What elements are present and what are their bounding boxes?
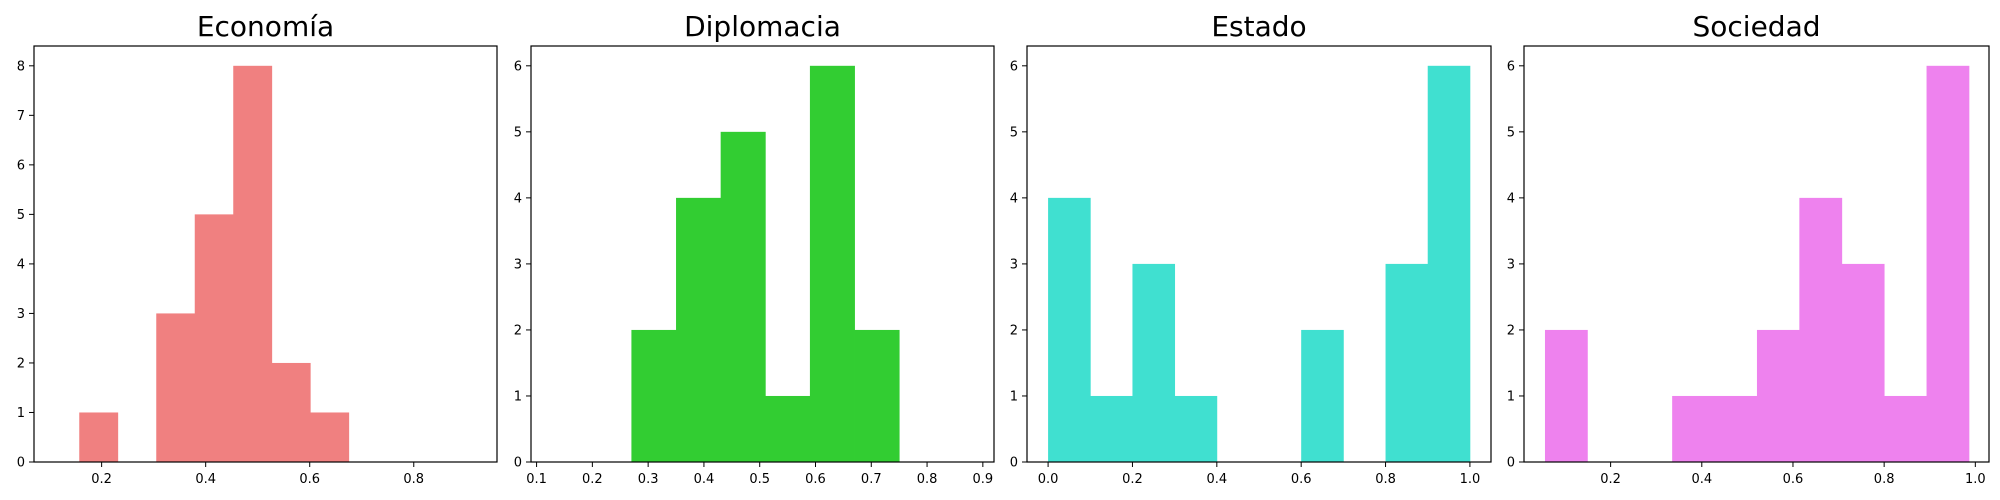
subplot-1: 0.2 0.4 0.6 0.8 0 1 2 3 4 5 6 7 8 Economía [17,10,498,487]
y-tick-label: 4 [17,257,25,272]
histogram-bar [854,329,900,462]
histogram-bar [809,65,855,463]
y-tick-label: 8 [17,59,25,74]
chart-title: Diplomacia [684,10,841,43]
histogram-bar [1884,395,1927,462]
y-tick-label: 5 [514,125,522,140]
histogram-bar [765,395,811,462]
histogram-bar [233,65,273,463]
histogram-bar [1841,263,1885,462]
histogram-bar [271,362,311,462]
x-tick-label: 0.8 [1375,472,1396,487]
histogram-bar [156,313,196,462]
histogram-bar [1132,263,1176,462]
x-tick-label: 0.9 [972,472,993,487]
histogram-bar [1799,197,1843,462]
histogram-bar [1385,263,1429,462]
y-tick-label: 5 [17,208,25,223]
histogram-bar [1714,395,1758,462]
x-tick-label: 0.4 [195,472,216,487]
x-tick-label: 0.8 [1874,472,1895,487]
y-tick-label: 2 [17,356,25,371]
axes-frame [1026,45,1492,463]
y-tick-label: 3 [17,307,25,322]
y-tick-label: 0 [1010,456,1018,471]
y-tick-label: 1 [514,389,522,404]
y-tick-label: 4 [1010,191,1018,206]
subplot-2: 0.1 0.2 0.3 0.4 0.5 0.6 0.7 0.8 0.9 0 1 2 3 4 5 6 Diplom… [514,10,995,487]
x-tick-label: 0.1 [526,472,547,487]
x-tick-label: 0.5 [749,472,770,487]
y-tick-label: 1 [17,406,25,421]
y-tick-label: 4 [514,191,522,206]
histogram-bar [720,131,766,463]
histogram-bar [1427,65,1471,463]
x-tick-label: 1.0 [1965,472,1986,487]
y-tick-label: 4 [1507,191,1515,206]
y-tick-label: 2 [1010,323,1018,338]
x-tick-label: 0.2 [91,472,112,487]
subplot-4: 0.2 0.4 0.6 0.8 1.0 0 1 2 3 4 5 6 Sociedad [1507,10,1990,487]
axes-frame [530,45,995,463]
chart-title: Estado [1211,10,1306,43]
y-tick-label: 1 [1010,389,1018,404]
histogram-bar [1090,395,1133,462]
x-tick-label: 1.0 [1460,472,1481,487]
x-tick-label: 0.0 [1038,472,1059,487]
subplot-3: 0.0 0.2 0.4 0.6 0.8 1.0 0 1 2 3 4 5 6 Estado [1010,10,1492,487]
chart-title: Economía [197,10,334,43]
y-tick-label: 6 [514,59,522,74]
x-tick-label: 0.6 [805,472,826,487]
y-tick-label: 0 [514,456,522,471]
x-tick-label: 0.2 [582,472,603,487]
x-tick-label: 0.4 [1206,472,1227,487]
axes-frame [33,45,498,463]
y-tick-label: 5 [1507,125,1515,140]
x-tick-label: 0.4 [694,472,715,487]
histogram-bar [1756,329,1800,462]
y-tick-label: 3 [1507,257,1515,272]
x-tick-label: 0.6 [1291,472,1312,487]
y-tick-label: 6 [1010,59,1018,74]
y-tick-label: 3 [514,257,522,272]
histogram-bar [1048,197,1091,462]
x-tick-label: 0.6 [1783,472,1804,487]
y-tick-label: 0 [1507,456,1515,471]
histogram-bar [1544,329,1588,462]
x-tick-label: 0.4 [1691,472,1712,487]
x-tick-label: 0.3 [638,472,659,487]
y-tick-label: 5 [1010,125,1018,140]
x-tick-label: 0.2 [1600,472,1621,487]
x-tick-label: 0.8 [403,472,424,487]
histogram-bar [631,329,677,462]
histogram-bar [310,412,350,462]
histogram-bar [1672,395,1715,462]
histogram-bar [79,412,119,462]
chart-title: Sociedad [1692,10,1820,43]
x-tick-label: 0.8 [917,472,938,487]
y-tick-label: 1 [1507,389,1515,404]
histogram-bar [1301,329,1344,462]
y-tick-label: 0 [17,456,25,471]
histogram-bar [676,197,722,462]
x-tick-label: 0.6 [299,472,320,487]
y-tick-label: 2 [514,323,522,338]
histogram-bar [1926,65,1970,463]
x-tick-label: 0.7 [861,472,882,487]
y-tick-label: 2 [1507,323,1515,338]
y-tick-label: 6 [17,158,25,173]
axes-frame [1523,45,1990,463]
histogram-bar [194,214,234,462]
x-tick-label: 0.2 [1122,472,1143,487]
y-tick-label: 3 [1010,257,1018,272]
y-tick-label: 7 [17,109,25,124]
y-tick-label: 6 [1507,59,1515,74]
histogram-bar [1174,395,1218,462]
